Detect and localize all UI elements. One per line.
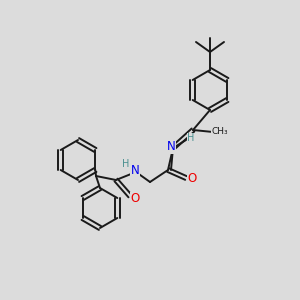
Text: N: N (130, 164, 140, 176)
Text: O: O (188, 172, 196, 185)
Text: H: H (187, 133, 195, 143)
Text: N: N (167, 140, 176, 154)
Text: O: O (130, 193, 140, 206)
Text: H: H (122, 159, 130, 169)
Text: CH₃: CH₃ (212, 128, 228, 136)
